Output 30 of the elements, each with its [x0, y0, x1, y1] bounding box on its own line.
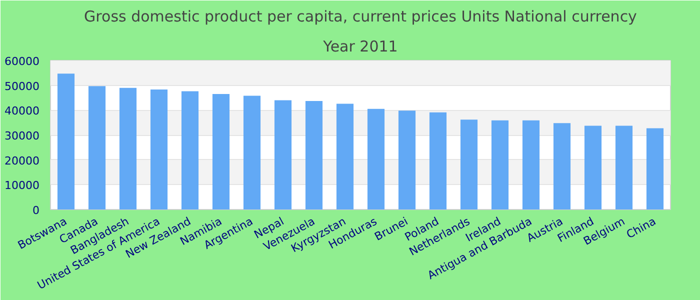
y-tick-label: 50000 — [4, 80, 40, 93]
bar — [367, 108, 385, 210]
y-tick-label: 20000 — [4, 154, 40, 168]
y-tick-label: 0 — [32, 204, 40, 217]
bar — [584, 126, 602, 210]
y-tick-label: 60000 — [4, 55, 40, 68]
y-tick-label: 30000 — [4, 130, 40, 142]
bar — [57, 74, 75, 210]
bar — [119, 88, 137, 210]
chart-title: Gross domestic product per capita, current prices Units National currency — [84, 8, 638, 26]
bar — [398, 110, 416, 210]
bar — [491, 120, 509, 210]
bar — [243, 96, 261, 210]
bar — [274, 100, 292, 210]
bar — [150, 90, 168, 210]
bar — [429, 112, 447, 210]
bar — [212, 94, 230, 210]
bar — [88, 86, 106, 210]
bar — [615, 126, 633, 210]
y-tick-label: 10000 — [4, 179, 40, 192]
bar — [336, 104, 354, 210]
bar — [181, 91, 199, 210]
bar — [460, 120, 478, 210]
bar — [646, 128, 664, 210]
bar — [522, 120, 540, 210]
chart-subtitle: Year 2011 — [322, 38, 398, 56]
y-tick-label: 40000 — [4, 104, 40, 118]
bar — [305, 100, 323, 210]
bar — [553, 123, 571, 210]
x-tick-label: China — [624, 214, 658, 242]
